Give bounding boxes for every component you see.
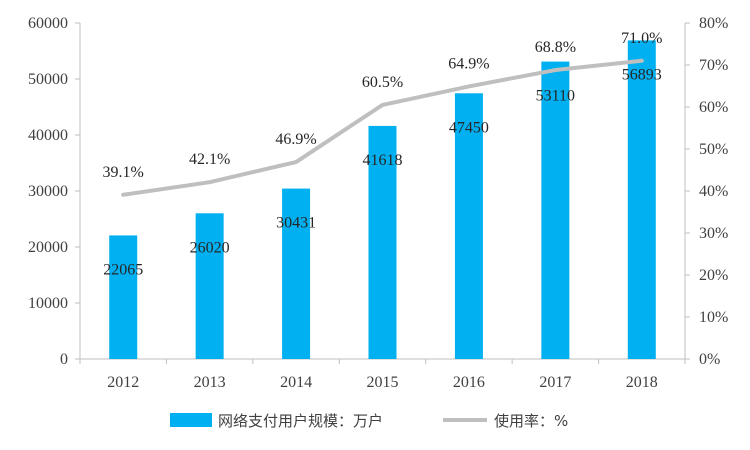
rate-value-label: 42.1%	[189, 151, 230, 168]
right-tick-label: 30%	[699, 225, 728, 242]
left-tick-label: 0	[60, 351, 68, 368]
right-tick-label: 60%	[699, 99, 728, 116]
bar-2015	[368, 125, 397, 359]
legend: 网络支付用户规模：万户 使用率：%	[170, 412, 568, 430]
rate-value-label: 46.9%	[275, 131, 316, 148]
bar-value-label: 41618	[363, 152, 403, 169]
left-tick-label: 60000	[28, 15, 68, 32]
rate-value-label: 64.9%	[448, 55, 489, 72]
bar-value-label: 26020	[190, 239, 230, 256]
bar-2017	[541, 61, 570, 360]
bar-value-label: 47450	[449, 119, 489, 136]
x-tick-label: 2018	[626, 374, 658, 391]
bar-value-label: 53110	[536, 88, 575, 105]
right-tick-label: 0%	[699, 351, 720, 368]
bar-series	[109, 40, 656, 360]
right-tick-label: 70%	[699, 57, 728, 74]
rate-value-label: 60.5%	[362, 74, 403, 91]
left-tick-label: 10000	[28, 295, 68, 312]
bar-value-label: 56893	[622, 66, 662, 83]
x-tick-label: 2013	[194, 374, 226, 391]
bar-2013	[195, 213, 224, 359]
data-labels: 22065 26020 30431 41618 47450 53110 56893 39.1%…	[103, 30, 663, 279]
bar-2018	[627, 40, 656, 359]
right-tick-label: 20%	[699, 267, 728, 284]
rate-value-label: 71.0%	[621, 30, 662, 47]
bar-value-label: 22065	[103, 261, 143, 278]
x-tick-label: 2016	[453, 374, 485, 391]
left-tick-label: 30000	[28, 183, 68, 200]
rate-value-label: 68.8%	[535, 39, 576, 56]
x-tick-label: 2015	[367, 374, 399, 391]
bar-2014	[282, 188, 311, 359]
left-tick-label: 40000	[28, 127, 68, 144]
line-series	[121, 58, 644, 197]
bar-value-label: 30431	[276, 215, 316, 232]
right-tick-label: 10%	[699, 309, 728, 326]
x-axis-ticks: 2012 2013 2014 2015 2016 2017 2018	[107, 374, 658, 391]
bar-2016	[454, 93, 483, 359]
legend-line-label: 使用率：%	[494, 412, 568, 430]
legend-bar-label: 网络支付用户规模：万户	[218, 412, 383, 430]
x-tick-label: 2012	[107, 374, 139, 391]
x-tick-label: 2017	[539, 374, 571, 391]
right-tick-label: 80%	[699, 15, 728, 32]
right-tick-label: 50%	[699, 141, 728, 158]
left-tick-label: 20000	[28, 239, 68, 256]
x-tick-label: 2014	[280, 374, 312, 391]
axes: 0 10000 20000 30000 40000 50000 60000 0% 10% 20% 3…	[28, 15, 728, 368]
left-tick-label: 50000	[28, 71, 68, 88]
right-tick-label: 40%	[699, 183, 728, 200]
rate-value-label: 39.1%	[103, 164, 144, 181]
bar-2012	[109, 235, 138, 359]
legend-bar-swatch	[170, 413, 212, 427]
